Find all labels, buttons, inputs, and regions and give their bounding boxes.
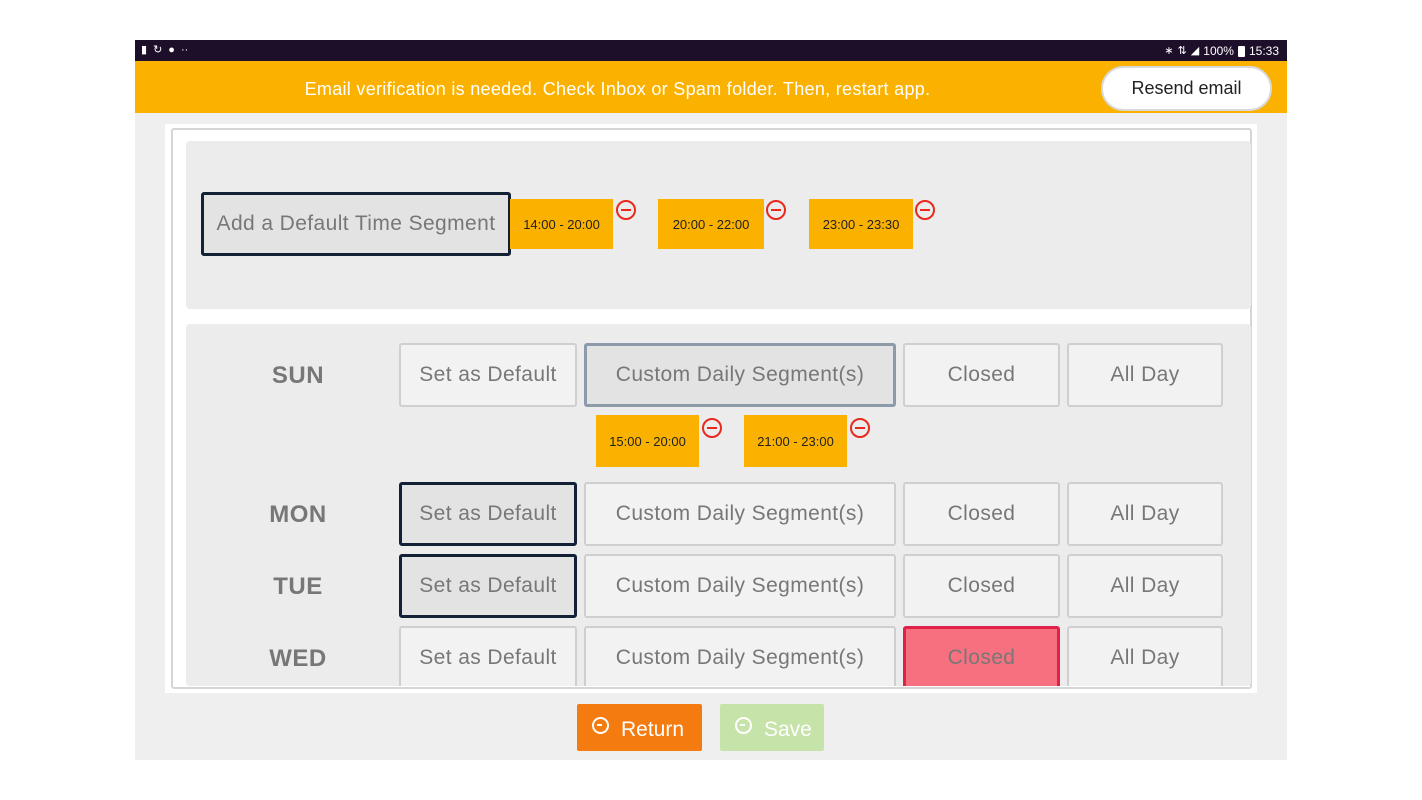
wed-set-default-button[interactable]: Set as Default — [399, 626, 577, 686]
tue-closed-button[interactable]: Closed — [903, 554, 1060, 618]
day-label-sun: SUN — [271, 362, 325, 389]
default-segments-panel: Add a Default Time Segment 14:00 - 20:00… — [186, 141, 1251, 309]
return-label: Return — [621, 718, 685, 741]
mon-set-default-button[interactable]: Set as Default — [399, 482, 577, 546]
default-segment-chip: 23:00 - 23:30 — [809, 199, 913, 249]
sun-custom-segments-button[interactable]: Custom Daily Segment(s) — [584, 343, 896, 407]
network-4g-icon: ⇅ — [1177, 45, 1187, 57]
verification-message: Email verification is needed. Check Inbo… — [304, 79, 931, 99]
remove-segment-icon[interactable] — [616, 200, 636, 220]
mon-all-day-button[interactable]: All Day — [1067, 482, 1223, 546]
app-screen: ▮ ↻ ● ·· ∗ ⇅ ◢ 100% 15:33 Email verifica… — [135, 40, 1287, 760]
verification-banner: Email verification is needed. Check Inbo… — [135, 61, 1287, 113]
wed-all-day-button[interactable]: All Day — [1067, 626, 1223, 686]
days-panel: SUN Set as Default Custom Daily Segment(… — [186, 324, 1251, 686]
day-label-mon: MON — [269, 501, 327, 528]
remove-segment-icon[interactable] — [702, 418, 722, 438]
tue-set-default-button[interactable]: Set as Default — [399, 554, 577, 618]
save-icon — [735, 717, 752, 734]
resend-email-button[interactable]: Resend email — [1101, 66, 1272, 111]
keyhole-icon: ● — [168, 44, 175, 56]
message-icon: ▮ — [141, 44, 148, 56]
battery-percent: 100% — [1203, 44, 1234, 58]
tue-custom-segments-button[interactable]: Custom Daily Segment(s) — [584, 554, 896, 618]
status-bar: ▮ ↻ ● ·· ∗ ⇅ ◢ 100% 15:33 — [135, 40, 1287, 61]
save-button[interactable]: Save — [720, 704, 824, 751]
sync-icon: ↻ — [153, 44, 163, 56]
remove-segment-icon[interactable] — [850, 418, 870, 438]
return-icon — [592, 717, 609, 734]
mon-closed-button[interactable]: Closed — [903, 482, 1060, 546]
more-dots-icon: ·· — [180, 44, 189, 56]
sun-segment-chip: 15:00 - 20:00 — [596, 415, 699, 467]
sun-closed-button[interactable]: Closed — [903, 343, 1060, 407]
schedule-card-frame: Add a Default Time Segment 14:00 - 20:00… — [171, 128, 1252, 689]
add-default-segment-button[interactable]: Add a Default Time Segment — [201, 192, 511, 256]
bluetooth-icon: ∗ — [1164, 45, 1174, 57]
wed-custom-segments-button[interactable]: Custom Daily Segment(s) — [584, 626, 896, 686]
remove-segment-icon[interactable] — [766, 200, 786, 220]
tue-all-day-button[interactable]: All Day — [1067, 554, 1223, 618]
sun-all-day-button[interactable]: All Day — [1067, 343, 1223, 407]
schedule-card: Add a Default Time Segment 14:00 - 20:00… — [165, 124, 1257, 693]
battery-icon — [1237, 45, 1245, 57]
sun-set-default-button[interactable]: Set as Default — [399, 343, 577, 407]
remove-segment-icon[interactable] — [915, 200, 935, 220]
day-label-tue: TUE — [273, 573, 323, 600]
default-segment-chip: 14:00 - 20:00 — [510, 199, 613, 249]
mon-custom-segments-button[interactable]: Custom Daily Segment(s) — [584, 482, 896, 546]
save-label: Save — [764, 718, 812, 741]
default-segment-chip: 20:00 - 22:00 — [658, 199, 764, 249]
sun-segment-chip: 21:00 - 23:00 — [744, 415, 847, 467]
wed-closed-button[interactable]: Closed — [903, 626, 1060, 686]
signal-icon: ◢ — [1190, 45, 1200, 57]
return-button[interactable]: Return — [577, 704, 702, 751]
day-label-wed: WED — [269, 645, 327, 672]
clock: 15:33 — [1248, 44, 1279, 58]
